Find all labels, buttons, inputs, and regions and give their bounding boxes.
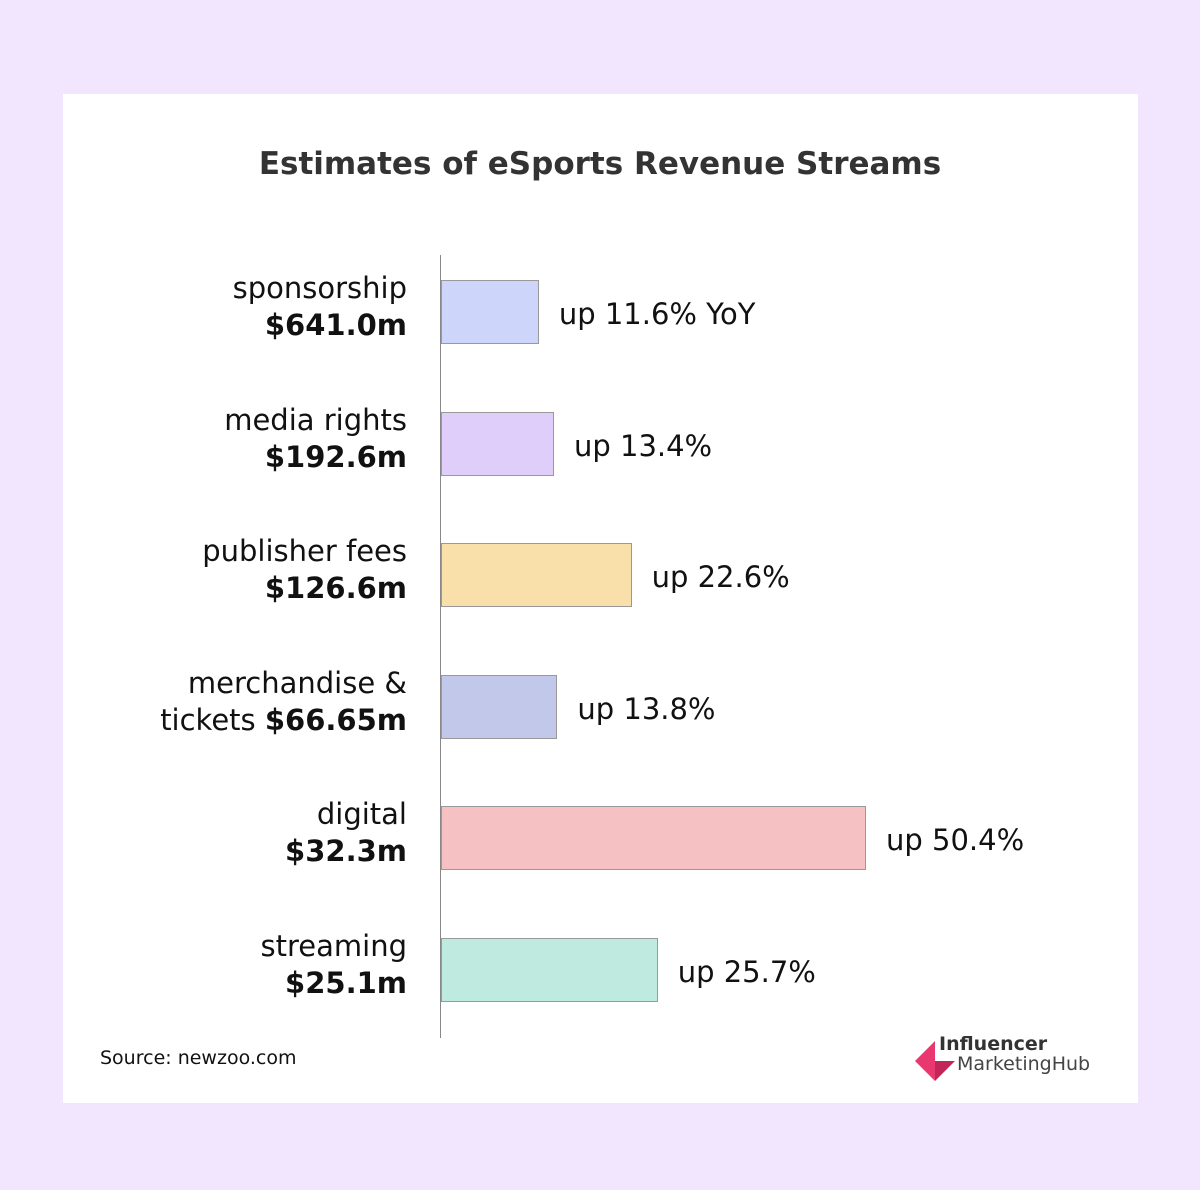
- bar: [441, 674, 558, 739]
- chart-title: Estimates of eSports Revenue Streams: [258, 146, 942, 182]
- amount-label: $32.3m: [285, 834, 407, 868]
- category-label: streaming $25.1m: [260, 928, 407, 1000]
- y-axis-line: [440, 255, 441, 1038]
- source-note: Source: newzoo.com: [100, 1047, 297, 1069]
- amount-label: $192.6m: [264, 439, 407, 474]
- value-label: up 50.4%: [886, 823, 1025, 857]
- value-label: up 13.4%: [573, 428, 713, 463]
- logo-line1: Influencer: [939, 1033, 1048, 1055]
- value-label: up 13.8%: [577, 691, 716, 726]
- amount-label: $66.65m: [264, 702, 407, 737]
- value-label: up 22.6%: [651, 560, 790, 594]
- category-label: media rights $192.6m: [224, 402, 407, 474]
- amount-label: $25.1m: [285, 965, 407, 1000]
- category-label: digital $32.3m: [285, 797, 407, 868]
- bar: [441, 937, 658, 1002]
- category-label: publisher fees $126.6m: [202, 534, 407, 605]
- value-label: up 11.6% YoY: [558, 297, 756, 331]
- amount-label: $641.0m: [264, 308, 407, 342]
- logo-arrow-icon: [915, 1041, 955, 1081]
- bar: [441, 411, 554, 476]
- bar: [441, 543, 632, 607]
- category-label: merchandise & tickets $66.65m: [160, 665, 407, 737]
- logo-line2: MarketingHub: [957, 1053, 1091, 1075]
- bar: [441, 280, 539, 344]
- amount-label: $126.6m: [264, 571, 407, 605]
- value-label: up 25.7%: [677, 954, 816, 989]
- bar: [441, 806, 866, 870]
- category-label: sponsorship $641.0m: [232, 271, 407, 342]
